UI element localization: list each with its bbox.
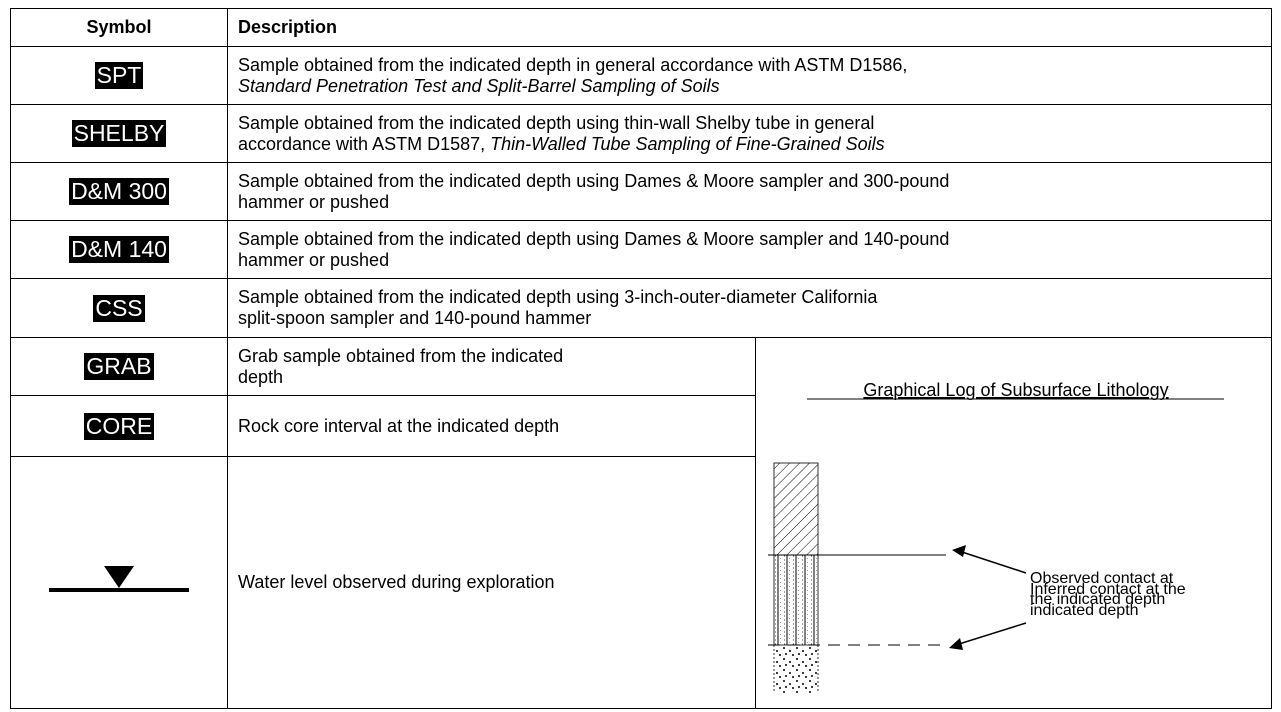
- description-line: Sample obtained from the indicated depth…: [238, 229, 1271, 250]
- description-cell: Water level observed during exploration: [227, 456, 756, 709]
- striped-layer: [773, 554, 819, 646]
- table-row: D&M 300 Sample obtained from the indicate…: [10, 162, 1272, 221]
- description-line: Grab sample obtained from the indicated: [238, 346, 755, 367]
- description-line: Sample obtained from the indicated depth…: [238, 171, 1271, 192]
- table-row: CSS Sample obtained from the indicated de…: [10, 278, 1272, 338]
- symbol-cell: CSS: [10, 278, 228, 338]
- graphic-cell: Graphical Log of Subsurface Lithology Obs…: [755, 337, 1272, 709]
- table-body: Symbol Description SPT Sample obtained fr…: [10, 8, 1272, 709]
- description-text: Grab sample obtained from the indicated: [238, 345, 564, 366]
- table-row: D&M 140 Sample obtained from the indicate…: [10, 220, 1272, 279]
- table-row: SPT Sample obtained from the indicated de…: [10, 46, 1272, 105]
- arrow-head: [952, 545, 966, 557]
- description-text: accordance with ASTM D1587,: [238, 133, 491, 154]
- water-level-symbol: [49, 566, 189, 592]
- annotation: Inferred contact at the: [1030, 581, 1186, 598]
- description-text: Thin-Walled Tube Sampling of Fine-Graine…: [490, 133, 885, 154]
- description-text: Sample obtained from the indicated depth…: [238, 54, 908, 75]
- dotted-layer: [774, 645, 818, 693]
- description-text: Water level observed during exploration: [238, 572, 555, 592]
- annotation: indicated depth: [1030, 602, 1139, 619]
- description-text: Rock core interval at the indicated dept…: [238, 415, 560, 436]
- graphic-title: Graphical Log of Subsurface Lithology: [863, 380, 1168, 400]
- table-row: CORE Rock core interval at the indicated …: [10, 395, 1272, 457]
- arrow-head: [949, 638, 963, 650]
- description-text: hammer or pushed: [238, 249, 390, 270]
- description-cell: Sample obtained from the indicated depth…: [227, 220, 1272, 279]
- symbol-badge: GRAB: [84, 353, 154, 380]
- header-cell: Description: [227, 8, 1272, 47]
- symbol-cell: CORE: [10, 395, 228, 457]
- annotation: Observed contact at: [1030, 570, 1174, 587]
- description-text: Sample obtained from the indicated depth…: [238, 170, 950, 191]
- description-cell: Sample obtained from the indicated depth…: [227, 46, 1272, 105]
- description-line: hammer or pushed: [238, 192, 1271, 213]
- description-text: Standard Penetration Test and Split-Barr…: [238, 75, 720, 96]
- description-text: Sample obtained from the indicated depth…: [238, 287, 878, 307]
- description-line: Sample obtained from the indicated depth…: [238, 287, 1271, 308]
- symbol-badge: D&M 300: [69, 178, 169, 205]
- header-cell: Symbol: [10, 8, 228, 47]
- description-text: Sample obtained from the indicated depth…: [238, 112, 875, 133]
- arrow: [961, 551, 1027, 574]
- symbol-cell: SPT: [10, 46, 228, 105]
- description-line: accordance with ASTM D1587, Thin-Walled …: [238, 134, 1271, 155]
- description-cell: Sample obtained from the indicated depth…: [227, 104, 1272, 163]
- hatched-layer: [773, 462, 819, 556]
- symbol-badge: CSS: [93, 294, 145, 322]
- description-line: Rock core interval at the indicated dept…: [238, 416, 755, 437]
- description-line: Standard Penetration Test and Split-Barr…: [238, 76, 1271, 97]
- description-line: depth: [238, 367, 755, 388]
- lithology-graphic: Graphical Log of Subsurface Lithology Obs…: [768, 380, 1224, 693]
- symbol-cell: D&M 140: [10, 220, 228, 279]
- description-text: split-spoon sampler and 140-pound hammer: [238, 308, 592, 328]
- description-text: hammer or pushed: [238, 191, 390, 212]
- symbol-badge: CORE: [83, 412, 155, 440]
- symbol-cell: GRAB: [10, 337, 228, 396]
- table-row: SHELBY Sample obtained from the indicated…: [10, 104, 1272, 163]
- description-line: Water level observed during exploration: [238, 572, 755, 593]
- description-line: hammer or pushed: [238, 250, 1271, 271]
- description-line: Sample obtained from the indicated depth…: [238, 113, 1271, 134]
- legend-table: Symbol Description SPT Sample obtained fr…: [10, 8, 1272, 709]
- symbol-cell: D&M 300: [10, 162, 228, 221]
- header-row: Symbol Description: [10, 8, 1272, 47]
- table-row: Water level observed during exploration: [10, 456, 1272, 709]
- symbol-badge: D&M 140: [69, 236, 169, 263]
- arrow: [958, 622, 1027, 645]
- description-line: Sample obtained from the indicated depth…: [238, 55, 1271, 76]
- description-cell: Sample obtained from the indicated depth…: [227, 278, 1272, 338]
- symbol-badge: SHELBY: [71, 120, 167, 147]
- description-text: Sample obtained from the indicated depth…: [238, 228, 950, 249]
- symbol-badge: SPT: [94, 62, 144, 89]
- water-triangle: [104, 566, 134, 588]
- symbol-cell: SHELBY: [10, 104, 228, 163]
- symbol-cell: [10, 456, 228, 709]
- annotation: the indicated depth: [1030, 591, 1165, 608]
- description-cell: Rock core interval at the indicated dept…: [227, 395, 756, 457]
- description-text: depth: [238, 366, 284, 387]
- description-cell: Sample obtained from the indicated depth…: [227, 162, 1272, 221]
- description-cell: Grab sample obtained from the indicated d…: [227, 337, 756, 396]
- table-row: GRAB Grab sample obtained from the indica…: [10, 337, 1272, 709]
- description-line: split-spoon sampler and 140-pound hammer: [238, 308, 1271, 329]
